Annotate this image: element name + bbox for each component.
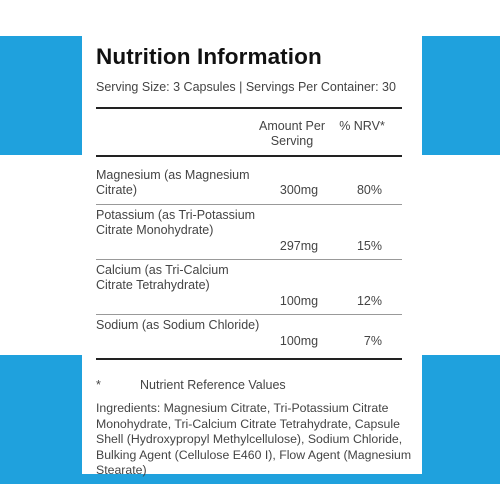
footnote-text: Nutrient Reference Values: [140, 378, 286, 392]
nutrient-nrv: 12%: [356, 294, 382, 308]
nutrient-name: Calcium (as Tri-Calcium Citrate Tetrahyd…: [96, 263, 229, 292]
background-strip-bottom: [0, 484, 500, 500]
serving-info: Serving Size: 3 Capsules | Servings Per …: [96, 80, 396, 94]
nutrient-amount: 100mg: [279, 334, 319, 348]
amount-per-serving-header: Amount Per Serving: [258, 119, 325, 148]
row-divider: [96, 259, 402, 260]
table-row: Potassium (as Tri-Potassium Citrate Mono…: [96, 208, 402, 253]
footnote: * Nutrient Reference Values: [96, 378, 286, 392]
nutrient-name: Sodium (as Sodium Chloride): [96, 318, 260, 332]
table-row: Magnesium (as Magnesium Citrate) 300mg 8…: [96, 168, 402, 198]
nutrition-panel: Nutrition Information Serving Size: 3 Ca…: [82, 0, 422, 477]
row-divider: [96, 314, 402, 315]
table-row: Sodium (as Sodium Chloride) 100mg 7%: [96, 318, 402, 348]
header-divider: [96, 107, 402, 109]
ingredients-text: Ingredients: Magnesium Citrate, Tri-Pota…: [96, 401, 412, 477]
nutrient-amount: 297mg: [279, 239, 319, 253]
footnote-symbol: *: [96, 378, 101, 392]
row-divider: [96, 204, 402, 205]
table-bottom-divider: [96, 358, 402, 360]
nutrient-nrv: 7%: [363, 334, 382, 348]
nutrient-nrv: 15%: [356, 239, 382, 253]
panel-title: Nutrition Information: [96, 44, 322, 69]
nrv-header: % NRV*: [339, 119, 385, 133]
nutrient-amount: 300mg: [279, 183, 319, 197]
nutrient-name: Magnesium (as Magnesium Citrate): [96, 168, 250, 197]
nutrient-name: Potassium (as Tri-Potassium Citrate Mono…: [96, 208, 256, 237]
nutrient-nrv: 80%: [356, 183, 382, 197]
table-row: Calcium (as Tri-Calcium Citrate Tetrahyd…: [96, 263, 402, 308]
nutrient-amount: 100mg: [279, 294, 319, 308]
table-top-divider: [96, 155, 402, 157]
